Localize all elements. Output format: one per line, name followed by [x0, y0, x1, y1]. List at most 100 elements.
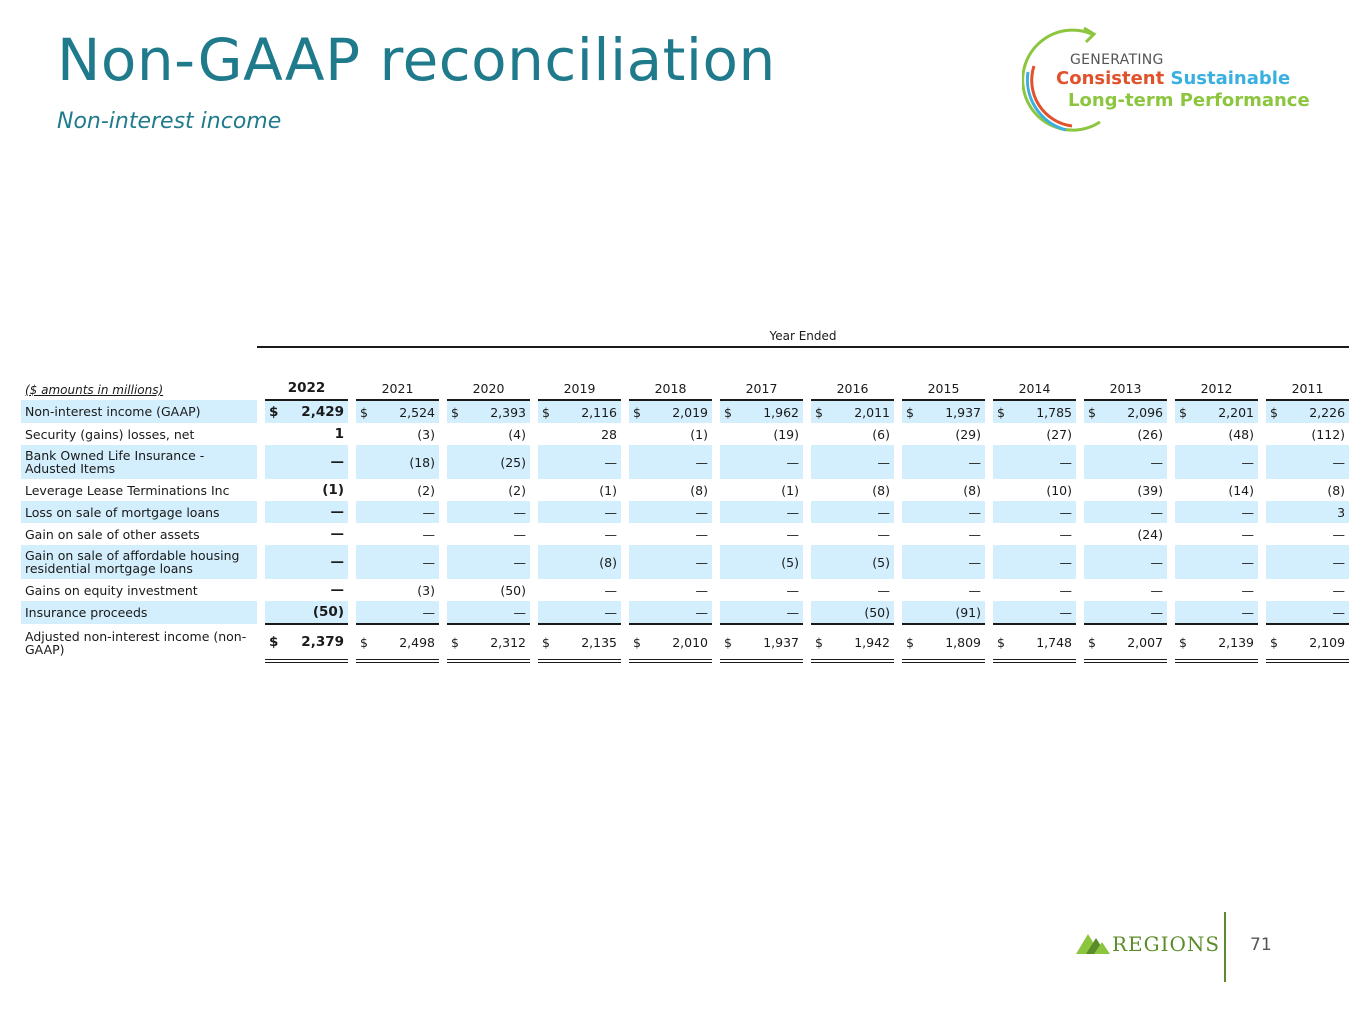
- row-label: Gain on sale of affordable housing resid…: [21, 545, 257, 579]
- value: (1): [599, 482, 617, 498]
- value-cell: (6): [811, 423, 894, 445]
- value-cell: —: [902, 501, 985, 523]
- value-cell: $2,011: [811, 400, 894, 423]
- gap-cell: [439, 445, 447, 479]
- gap-cell: [621, 624, 629, 661]
- value: (25): [500, 454, 526, 470]
- value-cell: —: [1266, 579, 1349, 601]
- gap-cell: [257, 400, 265, 423]
- gap-cell: [439, 523, 447, 545]
- value-cell: $2,524: [356, 400, 439, 423]
- gap-cell: [985, 400, 993, 423]
- currency-symbol: $: [1179, 634, 1187, 650]
- logo-line2: Consistent Sustainable: [1056, 68, 1290, 89]
- gap-cell: [894, 372, 902, 400]
- table-row: Loss on sale of mortgage loans — — — — — — — — — —…: [21, 501, 1350, 523]
- value: 1,942: [854, 634, 890, 650]
- value: —: [330, 526, 345, 542]
- currency-symbol: $: [724, 634, 732, 650]
- value: (91): [955, 604, 981, 620]
- currency-symbol: $: [1088, 634, 1096, 650]
- value: —: [1150, 454, 1164, 470]
- value-cell: —: [538, 601, 621, 625]
- value-cell: $2,312: [447, 623, 530, 663]
- value-cell: $1,785: [993, 400, 1076, 423]
- units-label-cell: ($ amounts in millions): [21, 372, 257, 400]
- value-cell: (4): [447, 423, 530, 445]
- value-cell: —: [720, 501, 803, 523]
- year-header: 2018: [629, 372, 712, 401]
- value: —: [1332, 526, 1346, 542]
- value: —: [604, 504, 618, 520]
- value: 1,748: [1036, 634, 1072, 650]
- value-cell: (18): [356, 445, 439, 479]
- year-header: 2019: [538, 372, 621, 401]
- gap-cell: [894, 501, 902, 523]
- gap-cell: [530, 579, 538, 601]
- value-cell: —: [993, 445, 1076, 479]
- currency-symbol: $: [633, 404, 641, 420]
- value: —: [1059, 526, 1073, 542]
- gap-cell: [530, 624, 538, 661]
- currency-symbol: $: [815, 634, 823, 650]
- gap-cell: [257, 445, 265, 479]
- value: —: [1332, 454, 1346, 470]
- gap-cell: [1258, 624, 1266, 661]
- gap-cell: [439, 545, 447, 579]
- gap-cell: [1167, 523, 1175, 545]
- gap-cell: [348, 579, 356, 601]
- value-cell: $2,393: [447, 400, 530, 423]
- value-cell: —: [629, 523, 712, 545]
- gap-cell: [530, 501, 538, 523]
- value: (5): [781, 554, 799, 570]
- gap-cell: [257, 579, 265, 601]
- value-cell: $2,379: [265, 623, 348, 663]
- value: 2,019: [672, 404, 708, 420]
- value-cell: —: [811, 501, 894, 523]
- gap-cell: [803, 579, 811, 601]
- value: —: [330, 504, 345, 520]
- gap-cell: [348, 445, 356, 479]
- currency-symbol: $: [633, 634, 641, 650]
- gap-cell: [257, 624, 265, 661]
- gap-cell: [257, 372, 265, 400]
- gap-cell: [985, 624, 993, 661]
- value-cell: —: [1175, 523, 1258, 545]
- gap-cell: [621, 523, 629, 545]
- value-cell: (14): [1175, 479, 1258, 501]
- row-label: Security (gains) losses, net: [25, 426, 195, 442]
- gap-cell: [894, 445, 902, 479]
- gap-cell: [1076, 545, 1084, 579]
- value-cell: $2,201: [1175, 400, 1258, 423]
- value: —: [877, 504, 891, 520]
- year-header: 2021: [356, 372, 439, 401]
- value: —: [1241, 504, 1255, 520]
- value-cell: —: [447, 501, 530, 523]
- gap-cell: [803, 400, 811, 423]
- value: 1,937: [945, 404, 981, 420]
- gap-cell: [985, 523, 993, 545]
- spacer-cell: [21, 347, 1349, 372]
- value: (8): [963, 482, 981, 498]
- gap-cell: [530, 445, 538, 479]
- value: (50): [312, 604, 344, 620]
- value-cell: (48): [1175, 423, 1258, 445]
- currency-symbol: $: [1270, 634, 1278, 650]
- value-cell: (27): [993, 423, 1076, 445]
- value-cell: 1: [265, 423, 348, 445]
- value-cell: —: [1175, 445, 1258, 479]
- regions-logo: REGIONS: [1076, 930, 1221, 958]
- value: (3): [417, 582, 435, 598]
- gap-cell: [803, 545, 811, 579]
- value-cell: (2): [356, 479, 439, 501]
- value-cell: —: [902, 445, 985, 479]
- year-header: 2017: [720, 372, 803, 401]
- value: (48): [1228, 426, 1254, 442]
- gap-cell: [803, 372, 811, 400]
- value: 1,785: [1036, 404, 1072, 420]
- year-header: 2014: [993, 372, 1076, 401]
- value-cell: (1): [265, 479, 348, 501]
- value: —: [695, 582, 709, 598]
- gap-cell: [985, 545, 993, 579]
- gap-cell: [803, 523, 811, 545]
